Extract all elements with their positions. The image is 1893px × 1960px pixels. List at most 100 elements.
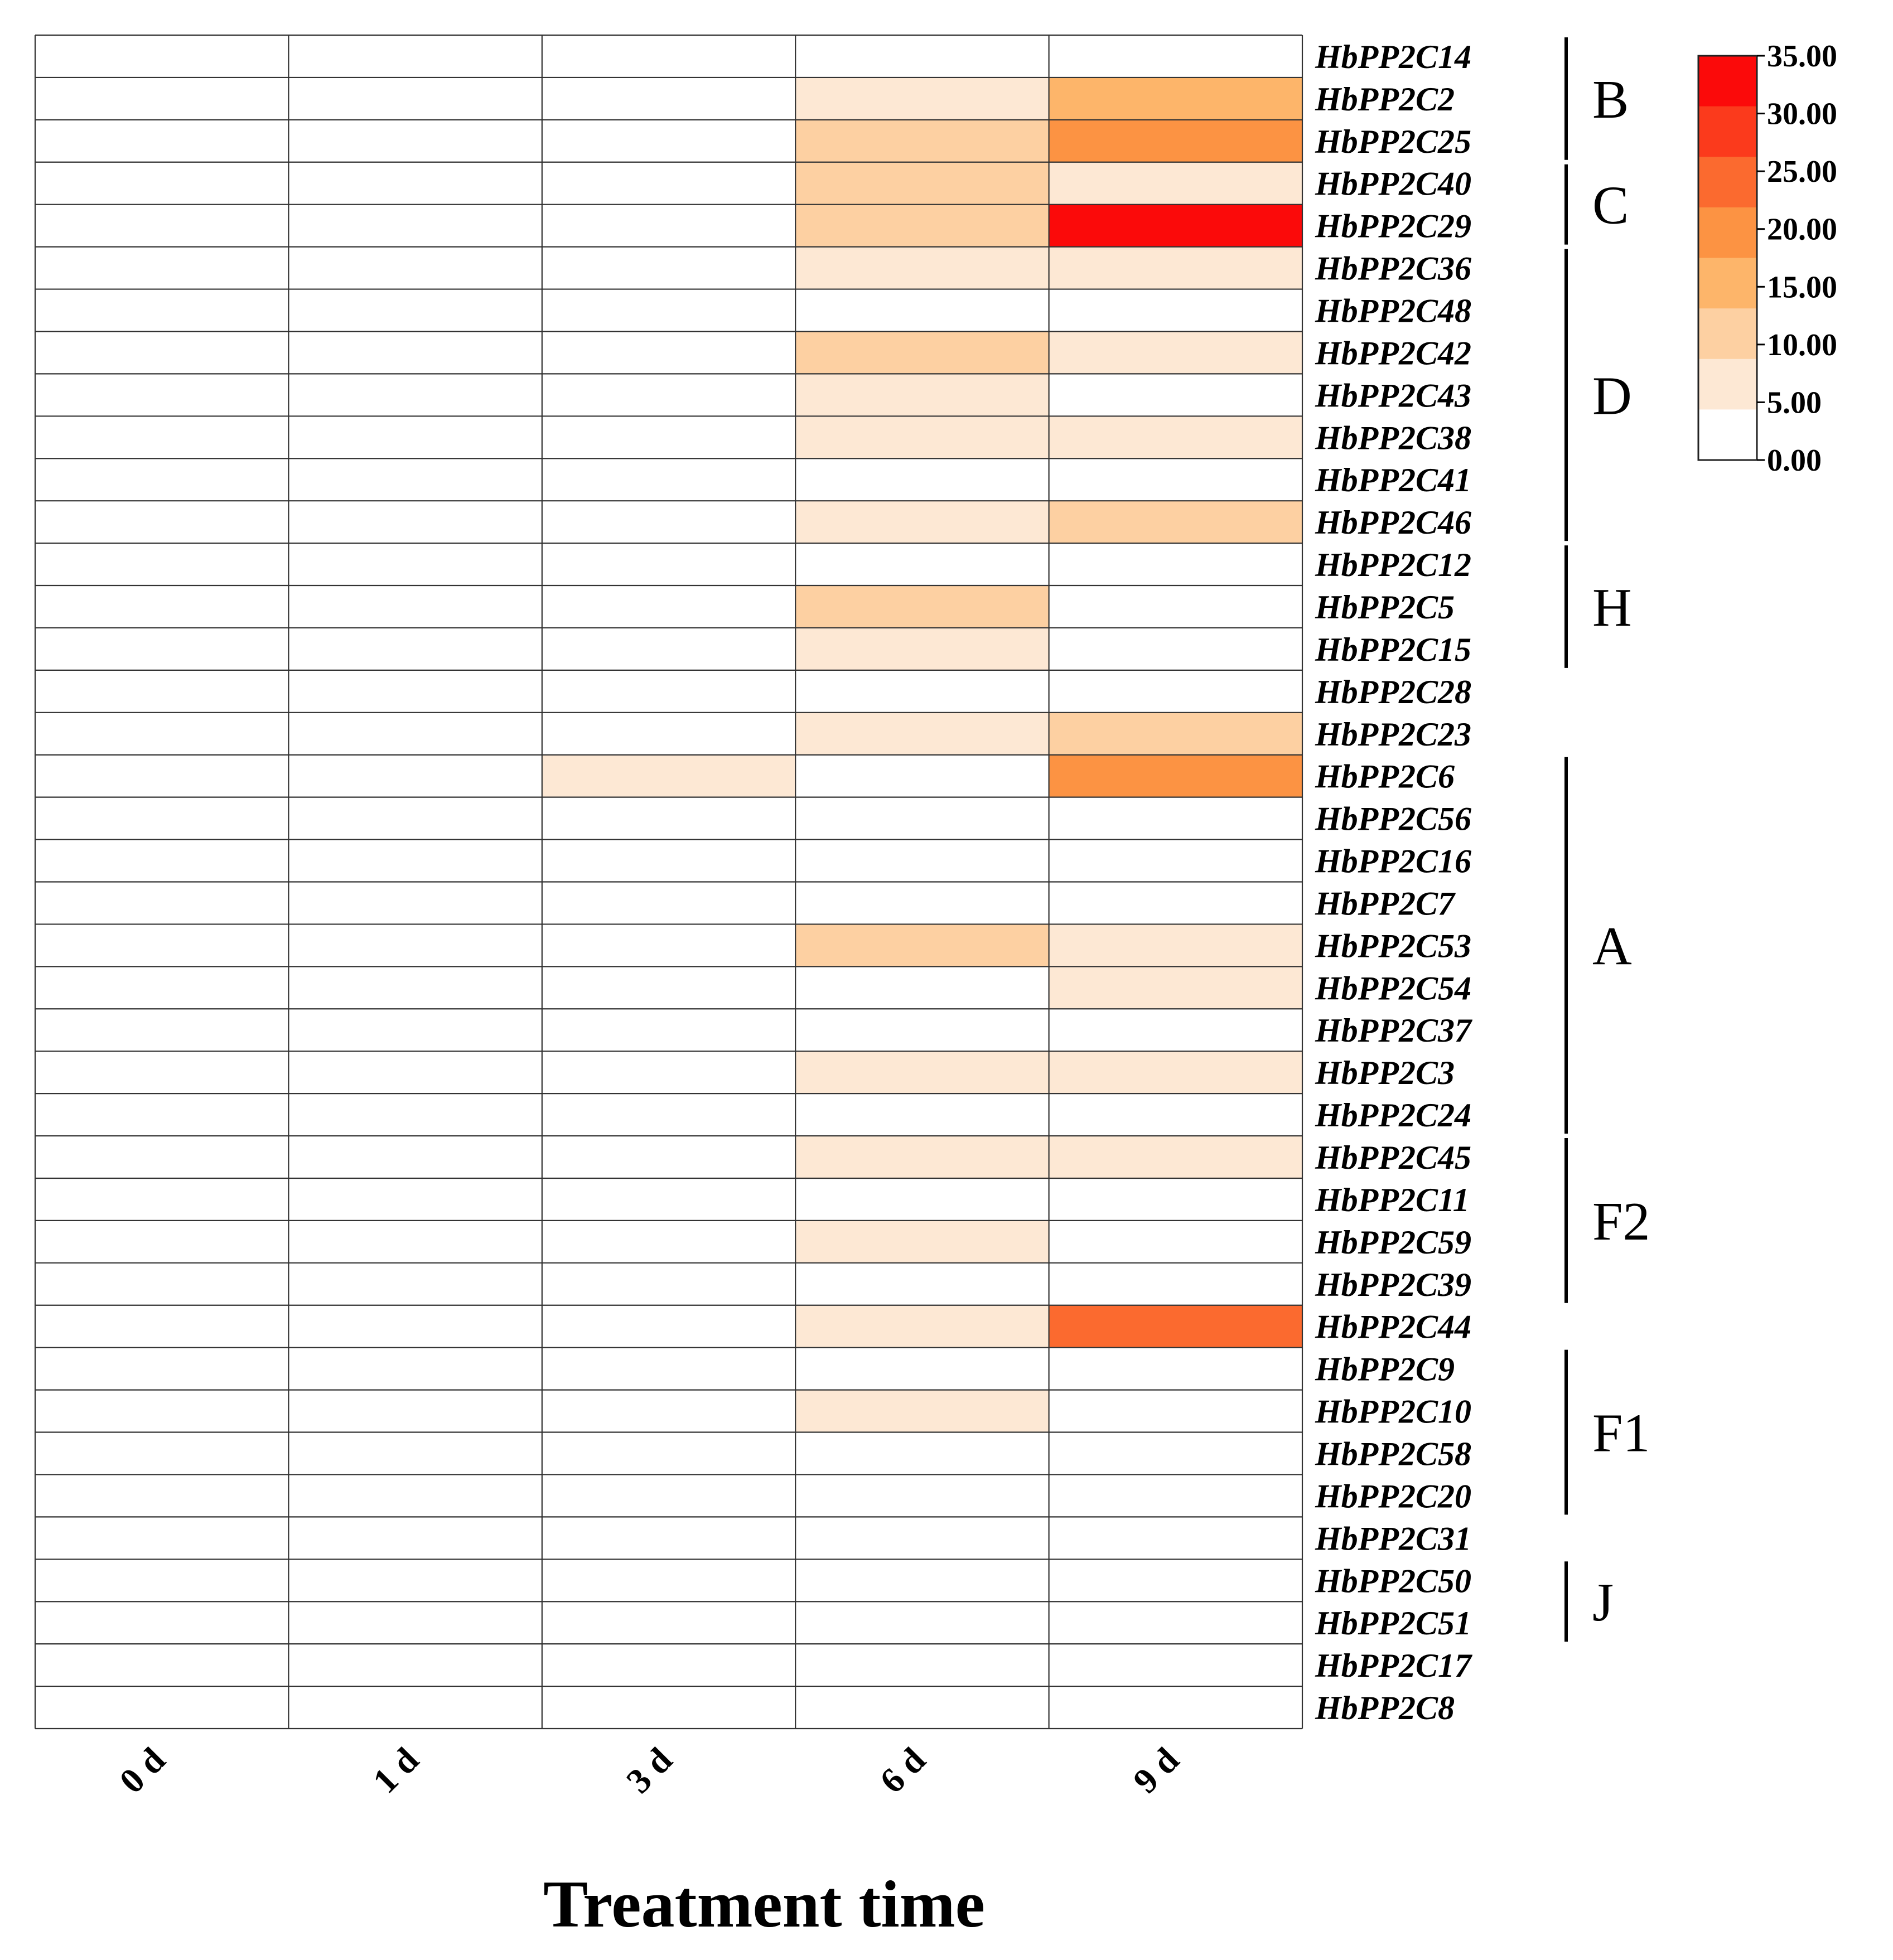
heatmap-cell: [542, 670, 796, 713]
heatmap-cell: [288, 670, 542, 713]
heatmap-cell: [795, 712, 1049, 755]
heatmap-cell: [542, 289, 796, 332]
group-label: F1: [1592, 1404, 1650, 1464]
heatmap-cell: [795, 1136, 1049, 1178]
group-label: A: [1592, 916, 1632, 976]
heatmap-cell: [35, 797, 289, 840]
heatmap-cell: [35, 1517, 289, 1560]
heatmap-cell: [1049, 754, 1302, 797]
heatmap-cell: [542, 543, 796, 586]
column-label: 9 d: [1126, 1740, 1186, 1801]
heatmap-cell: [795, 1390, 1049, 1433]
heatmap-cell: [795, 797, 1049, 840]
gene-label: HbPP2C46: [1315, 504, 1471, 541]
heatmap-cell: [288, 1347, 542, 1390]
heatmap-cell: [1049, 77, 1302, 120]
heatmap-cell: [795, 1093, 1049, 1136]
heatmap-cell: [288, 35, 542, 78]
heatmap-cell: [1049, 1009, 1302, 1052]
heatmap-cell: [288, 924, 542, 967]
gene-label: HbPP2C7: [1315, 885, 1456, 922]
heatmap-cell: [542, 246, 796, 289]
heatmap-cell: [795, 77, 1049, 120]
heatmap-cell: [288, 1432, 542, 1475]
x-axis-title: Treatment time: [543, 1867, 985, 1941]
heatmap-cell: [35, 246, 289, 289]
heatmap-cell: [288, 204, 542, 247]
heatmap-cell: [288, 839, 542, 882]
heatmap-cell: [35, 627, 289, 670]
heatmap-cell: [795, 119, 1049, 162]
heatmap-cell: [795, 162, 1049, 205]
heatmap-grid: [34, 34, 1303, 1730]
heatmap-cell: [542, 966, 796, 1009]
heatmap-cell: [795, 1051, 1049, 1094]
heatmap-cell: [542, 1136, 796, 1178]
heatmap-cell: [795, 1009, 1049, 1052]
heatmap-cell: [35, 77, 289, 120]
heatmap-cell: [542, 1262, 796, 1305]
heatmap-cell: [795, 246, 1049, 289]
heatmap-cell: [1049, 670, 1302, 713]
heatmap-cell: [795, 1178, 1049, 1221]
heatmap-cell: [542, 331, 796, 374]
legend-color-band: [1698, 258, 1757, 309]
heatmap-cell: [1049, 966, 1302, 1009]
heatmap-cell: [35, 416, 289, 459]
heatmap-cell: [542, 1601, 796, 1644]
heatmap-cell: [288, 543, 542, 586]
legend-tick-label: 15.00: [1767, 270, 1837, 304]
heatmap-cell: [1049, 1051, 1302, 1094]
group-brackets: BC D H A F2 F1 J: [1564, 37, 1650, 1642]
gene-label: HbPP2C53: [1315, 927, 1471, 964]
heatmap-cell: [35, 1093, 289, 1136]
gene-label: HbPP2C23: [1315, 716, 1471, 753]
legend-color-band: [1698, 207, 1757, 258]
heatmap-cell: [542, 1220, 796, 1263]
heatmap-cell: [35, 712, 289, 755]
heatmap-cell: [795, 331, 1049, 374]
column-label: 6 d: [872, 1740, 933, 1801]
column-label: 3 d: [619, 1740, 679, 1801]
heatmap-cell: [795, 1262, 1049, 1305]
gene-label: HbPP2C15: [1315, 631, 1471, 668]
heatmap-cell: [35, 1601, 289, 1644]
heatmap-cell: [35, 35, 289, 78]
heatmap-cell: [542, 1051, 796, 1094]
heatmap-cell: [288, 119, 542, 162]
gene-label: HbPP2C54: [1315, 970, 1471, 1006]
heatmap-cell: [795, 839, 1049, 882]
heatmap-cell: [1049, 204, 1302, 247]
heatmap-cell: [288, 1178, 542, 1221]
gene-label: HbPP2C16: [1315, 843, 1471, 880]
heatmap-cell: [542, 119, 796, 162]
heatmap-cell: [1049, 331, 1302, 374]
heatmap-cell: [795, 289, 1049, 332]
group-label: F2: [1592, 1192, 1650, 1252]
heatmap-cell: [35, 162, 289, 205]
heatmap-cell: [35, 670, 289, 713]
heatmap-cell: [1049, 1262, 1302, 1305]
heatmap-cell: [542, 585, 796, 628]
group-label: H: [1592, 578, 1632, 638]
legend-color-band: [1698, 56, 1757, 107]
heatmap-cell: [1049, 1093, 1302, 1136]
heatmap-cell: [35, 1559, 289, 1602]
gene-label: HbPP2C36: [1315, 250, 1471, 287]
gene-label: HbPP2C12: [1315, 546, 1471, 583]
heatmap-cell: [35, 966, 289, 1009]
gene-label: HbPP2C24: [1315, 1097, 1471, 1134]
heatmap-cell: [795, 416, 1049, 459]
heatmap-cell: [35, 1644, 289, 1687]
heatmap-cell: [795, 1559, 1049, 1602]
heatmap-cell: [795, 670, 1049, 713]
heatmap-cell: [288, 1517, 542, 1560]
heatmap-cell: [795, 585, 1049, 628]
heatmap-cell: [795, 204, 1049, 247]
heatmap-cell: [795, 1474, 1049, 1517]
heatmap-cell: [795, 1305, 1049, 1348]
group-label: B: [1592, 70, 1629, 130]
heatmap-cell: [288, 77, 542, 120]
heatmap-cell: [35, 882, 289, 925]
heatmap-cell: [1049, 1136, 1302, 1178]
